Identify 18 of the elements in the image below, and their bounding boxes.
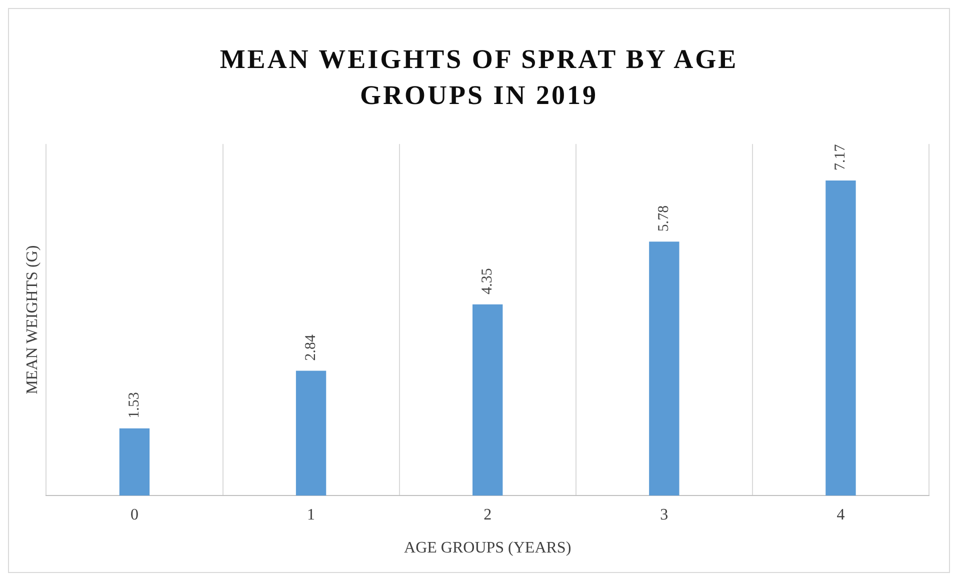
bar — [649, 242, 680, 496]
y-axis-title: MEAN WEIGHTS (G) — [24, 245, 41, 394]
bar — [119, 428, 150, 496]
data-label: 2.84 — [302, 334, 319, 361]
data-label: 7.17 — [832, 144, 849, 170]
data-label: 1.53 — [126, 392, 142, 418]
bar — [472, 304, 503, 496]
x-tick-label: 3 — [660, 506, 668, 524]
bar — [826, 180, 856, 496]
x-tick-label: 2 — [484, 506, 492, 524]
x-tick-label: 1 — [307, 506, 316, 524]
x-tick-label: 0 — [130, 506, 138, 524]
bar — [296, 370, 326, 496]
chart-title: MEAN WEIGHTS OF SPRAT BY AGE GROUPS IN 2019 — [218, 43, 740, 112]
data-label: 5.78 — [656, 205, 672, 232]
x-tick-label: 4 — [836, 506, 845, 524]
data-label: 4.35 — [480, 268, 496, 294]
x-axis-title: AGE GROUPS (YEARS) — [404, 540, 572, 557]
